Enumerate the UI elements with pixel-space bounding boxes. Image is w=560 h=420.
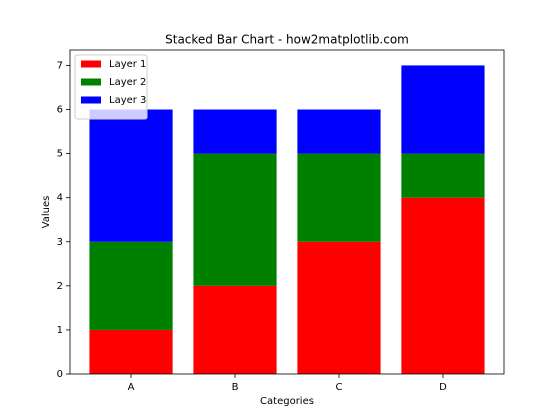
bar-segment (297, 109, 381, 154)
legend: Layer 1 Layer 2 Layer 3 (74, 54, 148, 120)
x-tick-label: D (439, 382, 447, 393)
legend-swatch (81, 96, 101, 104)
y-tick-label: 4 (57, 193, 63, 204)
y-tick-label: 3 (57, 237, 63, 248)
x-tick-label: C (335, 382, 342, 393)
legend-label: Layer 3 (109, 95, 146, 106)
legend-label: Layer 2 (109, 77, 146, 88)
legend-label: Layer 1 (109, 59, 146, 70)
bar-segment (401, 65, 485, 154)
y-tick-label: 7 (57, 60, 63, 71)
chart-title: Stacked Bar Chart - how2matplotlib.com (165, 33, 409, 47)
bar-segment (193, 153, 277, 286)
bar-segment (193, 109, 277, 154)
bar-segment (193, 285, 277, 374)
x-tick-label: B (232, 382, 239, 393)
y-tick-label: 6 (57, 105, 63, 116)
y-tick-label: 0 (57, 369, 63, 380)
bar-segment (401, 197, 485, 374)
bar-segment (297, 241, 381, 374)
plot-frame (69, 49, 505, 375)
legend-swatch (81, 60, 101, 68)
bar-segment (297, 153, 381, 242)
bar-segment (89, 109, 173, 242)
x-tick-label: A (128, 382, 135, 393)
y-tick-label: 5 (57, 149, 63, 160)
y-axis-label: Values (41, 196, 52, 229)
bar-segment (401, 153, 485, 198)
x-axis-label: Categories (260, 396, 314, 407)
bar-segment (89, 241, 173, 330)
bar-segment (89, 329, 173, 374)
legend-swatch (81, 78, 101, 86)
y-tick-label: 2 (57, 281, 63, 292)
y-tick-label: 1 (57, 325, 63, 336)
